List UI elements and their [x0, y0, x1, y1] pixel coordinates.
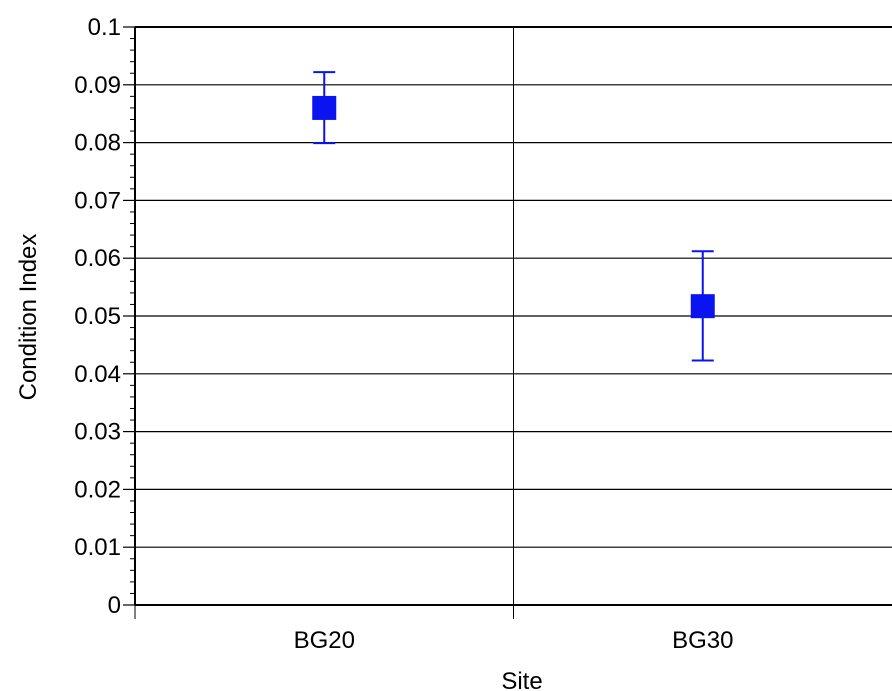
y-tick-label: 0.03 — [74, 419, 121, 446]
y-tick-label: 0.04 — [74, 361, 121, 388]
y-axis-ticks: 0 0.01 0.02 0.03 0.04 0.05 0.06 0.07 0.08 0.09 0.1 — [74, 14, 135, 619]
y-tick-label: 0.08 — [74, 130, 121, 157]
y-tick-label: 0.02 — [74, 476, 121, 503]
grid — [135, 26, 892, 619]
data-marks — [312, 71, 715, 362]
y-axis-label: Condition Index — [15, 234, 42, 401]
y-tick-label: 0.05 — [74, 303, 121, 330]
x-axis-ticks: BG20 BG30 — [134, 605, 733, 654]
data-point — [690, 294, 715, 319]
y-tick-label: 0.06 — [74, 245, 121, 272]
y-tick-label: 0 — [108, 592, 121, 619]
data-point — [312, 95, 337, 120]
y-tick-label: 0.07 — [74, 187, 121, 214]
y-tick-label: 0.09 — [74, 72, 121, 99]
x-axis-label: Site — [501, 668, 542, 691]
y-tick-label: 0.1 — [88, 14, 121, 41]
x-tick-label: BG30 — [672, 627, 733, 654]
y-tick-label: 0.01 — [74, 534, 121, 561]
x-tick-label: BG20 — [294, 627, 355, 654]
